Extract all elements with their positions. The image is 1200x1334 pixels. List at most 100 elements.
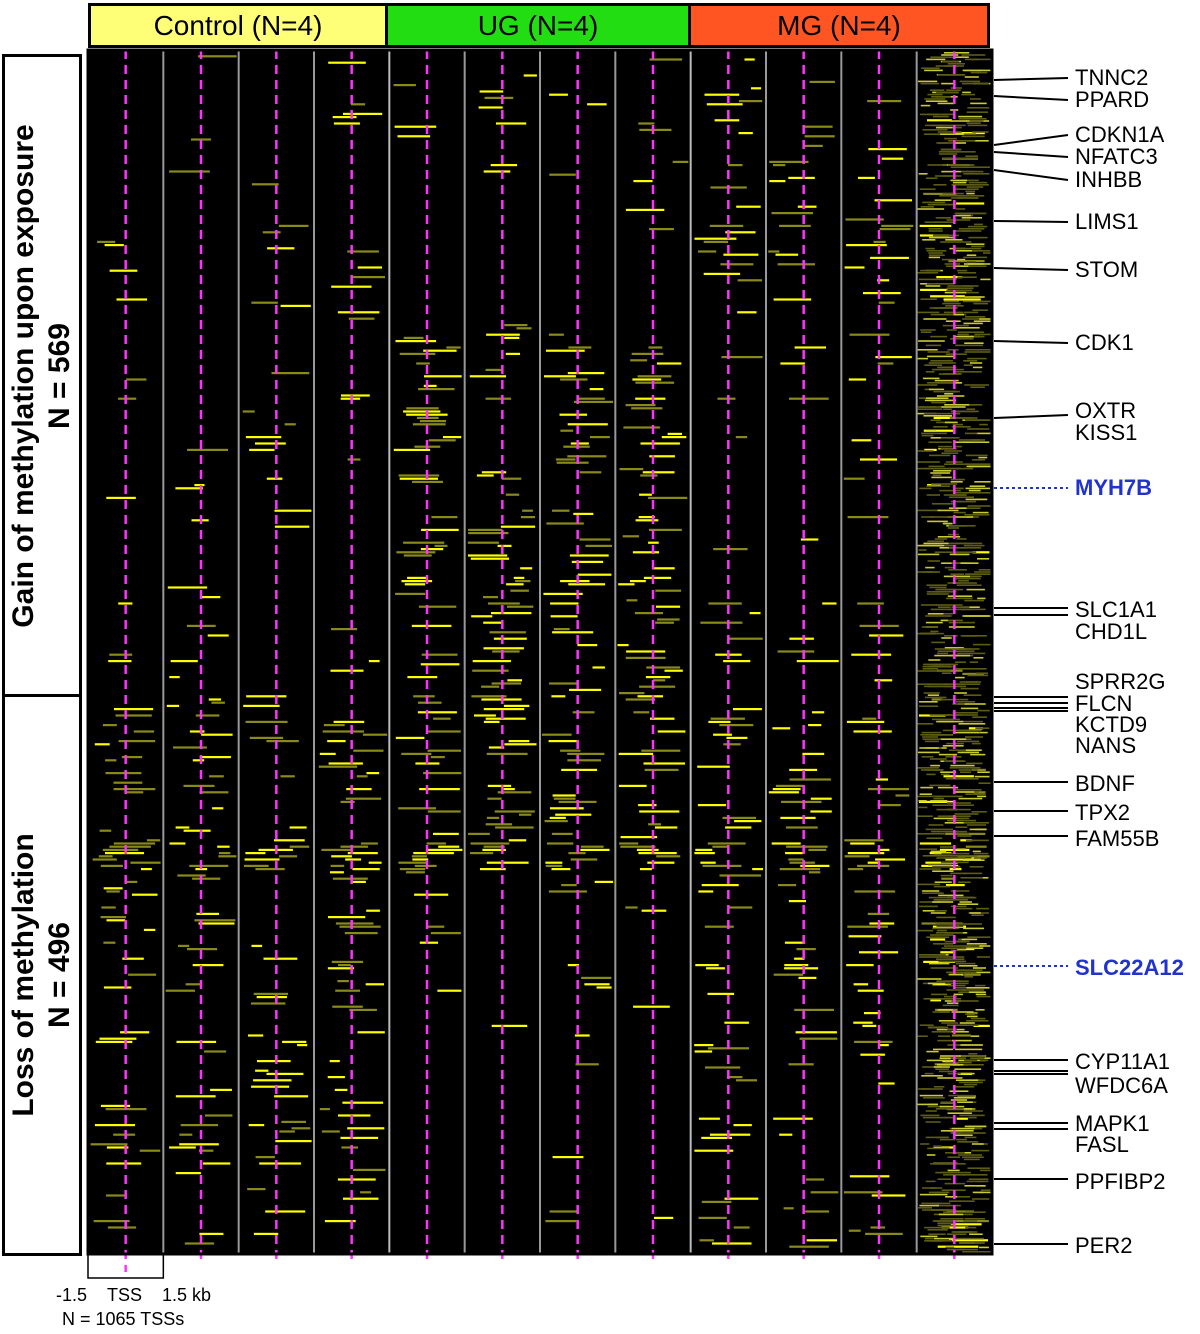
- gene-label-sprr2g: SPRR2G: [1075, 669, 1166, 694]
- mean-profile-cell: [968, 489, 981, 492]
- heatmap-cell: [844, 266, 865, 269]
- mean-profile-cell: [950, 819, 976, 822]
- heatmap-cell: [243, 704, 280, 707]
- heatmap-cell: [414, 864, 437, 867]
- heatmap-cell: [485, 717, 526, 720]
- mean-profile-cell: [979, 318, 991, 320]
- heatmap-cell: [549, 173, 576, 176]
- mean-profile-cell: [939, 124, 966, 127]
- mean-profile-cell: [918, 408, 943, 410]
- heatmap-cell: [869, 922, 895, 925]
- heatmap-cell: [930, 295, 965, 298]
- mean-profile-cell: [966, 186, 984, 188]
- mean-profile-cell: [941, 82, 955, 85]
- mean-profile-cell: [923, 133, 941, 135]
- heatmap-cell: [654, 1216, 674, 1219]
- heatmap-cell: [347, 250, 379, 253]
- heatmap-cell: [622, 535, 639, 538]
- mean-profile-cell: [958, 1242, 985, 1244]
- heatmap-cell: [656, 362, 682, 365]
- mean-profile-cell: [930, 516, 955, 518]
- heatmap-cell: [789, 397, 829, 400]
- mean-profile-cell: [953, 551, 977, 553]
- mean-profile-cell: [925, 285, 941, 287]
- mean-profile-cell: [961, 54, 986, 56]
- mean-profile-cell: [964, 342, 984, 344]
- heatmap-cell: [720, 263, 754, 266]
- gene-label-cdkn1a: CDKN1A: [1075, 122, 1165, 147]
- heatmap-cell: [398, 861, 428, 864]
- mean-profile-cell: [921, 1202, 942, 1205]
- mean-profile-cell: [942, 729, 970, 732]
- mean-profile-cell: [945, 1196, 958, 1198]
- heatmap-cell: [848, 935, 882, 938]
- mean-profile-cell: [965, 681, 979, 683]
- heatmap-cell: [399, 352, 436, 355]
- mean-profile-cell: [923, 998, 951, 1000]
- mean-profile-cell: [946, 329, 957, 331]
- mean-profile-cell: [928, 824, 944, 826]
- mean-profile-cell: [957, 269, 968, 272]
- mean-profile-cell: [917, 1035, 928, 1037]
- heatmap-cell: [559, 413, 587, 416]
- heatmap-cell: [198, 1149, 214, 1152]
- heatmap-cell: [249, 736, 284, 739]
- mean-profile-cell: [918, 1088, 943, 1090]
- heatmap-cell: [733, 1226, 750, 1229]
- heatmap-cell: [698, 1216, 727, 1219]
- mean-profile-cell: [957, 703, 986, 705]
- heatmap-cell: [486, 861, 529, 864]
- heatmap-cell: [639, 685, 676, 688]
- mean-profile-cell: [931, 993, 947, 996]
- mean-profile-cell: [963, 166, 990, 168]
- heatmap-cell: [94, 1124, 135, 1127]
- heatmap-cell: [785, 852, 803, 855]
- heatmap-cell: [550, 807, 584, 810]
- mean-profile-cell: [949, 1200, 962, 1202]
- heatmap-cell: [879, 228, 911, 231]
- heatmap-cell: [771, 842, 801, 845]
- mean-profile-cell: [929, 962, 950, 965]
- mean-profile-cell: [928, 441, 952, 443]
- mean-profile-cell: [928, 256, 940, 259]
- heatmap-cell: [319, 752, 336, 755]
- mean-profile-cell: [921, 331, 932, 333]
- mean-profile-cell: [956, 714, 978, 716]
- mean-profile-cell: [935, 175, 954, 177]
- heatmap-cell: [784, 967, 819, 970]
- mean-profile-cell: [926, 1154, 936, 1156]
- heatmap-cell: [497, 544, 512, 547]
- heatmap-cell: [403, 554, 432, 557]
- heatmap-cell: [875, 356, 912, 359]
- heatmap-cell: [712, 1242, 752, 1245]
- mean-profile-cell: [977, 558, 990, 560]
- gene-label-tnnc2: TNNC2: [1075, 65, 1149, 90]
- heatmap-cell: [177, 874, 206, 877]
- mean-profile-cell: [947, 285, 973, 287]
- mean-profile-cell: [972, 1191, 984, 1194]
- heatmap-cell: [943, 298, 981, 301]
- mean-profile-cell: [916, 815, 933, 817]
- heatmap-cell: [862, 1024, 877, 1027]
- mean-profile-cell: [936, 916, 956, 919]
- heatmap-cell: [705, 1066, 741, 1069]
- mean-profile-cell: [938, 445, 952, 448]
- mean-profile-cell: [953, 313, 964, 316]
- mean-profile-cell: [959, 1200, 975, 1202]
- mean-profile-cell: [935, 936, 950, 938]
- heatmap-cell: [672, 160, 689, 163]
- heatmap-cell: [727, 637, 763, 640]
- heatmap-cell: [251, 944, 263, 947]
- mean-profile-cell: [922, 668, 938, 670]
- heatmap-cell: [735, 436, 748, 439]
- mean-profile-cell: [918, 173, 928, 175]
- heatmap-cell: [468, 532, 509, 535]
- gene-label-flcn: FLCN: [1075, 691, 1133, 716]
- mean-profile-cell: [957, 272, 977, 274]
- heatmap-cell: [933, 1146, 954, 1149]
- mean-profile-cell: [970, 1017, 986, 1020]
- mean-profile-cell: [917, 751, 940, 754]
- gene-label-lims1: LIMS1: [1075, 209, 1139, 234]
- mean-profile-cell: [944, 404, 970, 406]
- heatmap-cell: [106, 496, 136, 499]
